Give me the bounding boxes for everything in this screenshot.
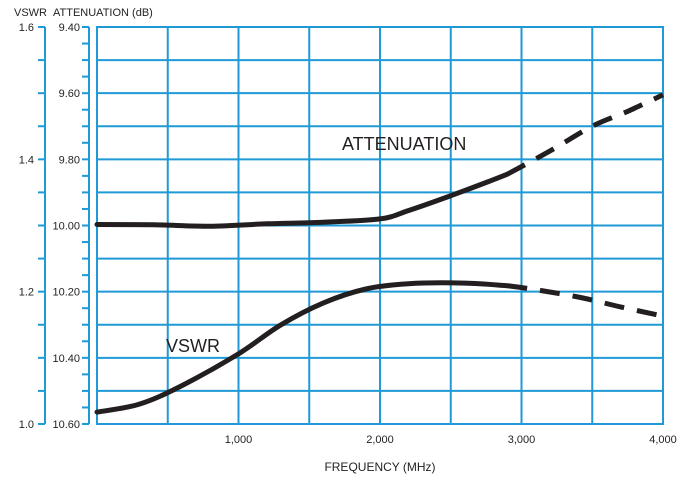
vswr-tick-label: 1.2: [19, 287, 34, 299]
x-tick-label: 4,000: [649, 434, 677, 446]
axes: 1.0 1.2 1.4 1.6 9.40 9.60 9.80 10.00 10.20 10.40 1…: [19, 22, 677, 446]
x-tick-label: 2,000: [366, 434, 394, 446]
x-axis-label: FREQUENCY (MHz): [324, 460, 435, 474]
series-line-attenuation-extrapolated: [506, 92, 665, 177]
vswr-tick-label: 1.6: [19, 22, 34, 34]
series: [94, 92, 665, 415]
attenuation-tick-label: 9.60: [59, 88, 80, 100]
y-axis-label-attenuation: ATTENUATION (dB): [53, 7, 153, 19]
series-label-vswr: VSWR: [166, 336, 220, 356]
attenuation-tick-label: 10.00: [52, 221, 80, 233]
series-label-attenuation: ATTENUATION: [342, 134, 466, 154]
attenuation-tick-label: 10.60: [52, 419, 80, 431]
series-line-vswr-extrapolated: [506, 283, 664, 319]
attenuation-tick-label: 10.20: [52, 287, 80, 299]
series-line-attenuation: [94, 171, 510, 229]
series-line-vswr: [94, 280, 510, 415]
y-axis-label-vswr: VSWR: [14, 7, 47, 19]
attenuation-tick-label: 9.40: [59, 22, 80, 34]
x-tick-label: 3,000: [508, 434, 536, 446]
x-tick-label: 1,000: [225, 434, 253, 446]
attenuation-tick-label: 10.40: [52, 353, 80, 365]
vswr-tick-label: 1.4: [19, 154, 34, 166]
attenuation-tick-label: 9.80: [59, 154, 80, 166]
vswr-tick-label: 1.0: [19, 419, 34, 431]
